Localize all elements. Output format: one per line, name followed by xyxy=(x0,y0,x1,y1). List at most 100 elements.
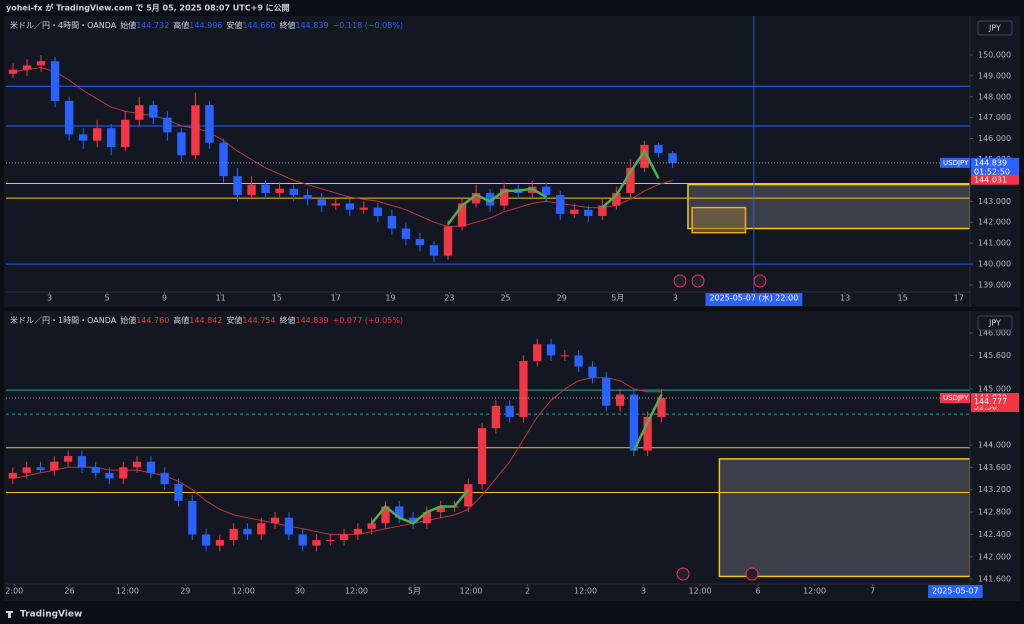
candle-body xyxy=(668,153,677,163)
currency-label: JPY xyxy=(988,24,1001,33)
candle-body xyxy=(422,512,432,524)
y-tick-label: 139.000 xyxy=(978,280,1011,289)
x-tick-label: 3 xyxy=(641,587,646,596)
x-tick-label: 12:00 xyxy=(232,587,255,596)
candle-body xyxy=(8,472,18,479)
x-tick-label: 15 xyxy=(272,294,282,303)
x-tick-label: 13 xyxy=(840,294,850,303)
y-tick-label: 141.600 xyxy=(978,575,1011,584)
candle-body xyxy=(149,105,158,118)
brand: TradingView xyxy=(20,610,82,620)
candle-body xyxy=(477,428,487,485)
event-icon xyxy=(691,274,705,288)
candle-body xyxy=(505,405,514,417)
brand-logo xyxy=(6,611,13,618)
candle-body xyxy=(163,117,172,133)
candle-body xyxy=(201,534,211,546)
legend-low: 144.754 xyxy=(242,316,275,325)
y-tick-label: 142.000 xyxy=(978,552,1011,561)
legend-low-label: 安値 xyxy=(226,315,242,325)
candle-body xyxy=(219,142,228,177)
candle-body xyxy=(22,467,31,473)
candle-body xyxy=(640,144,649,168)
candle-body xyxy=(284,517,294,535)
price-label: 144.777 xyxy=(974,397,1007,406)
candle-body xyxy=(257,523,266,535)
candle-body xyxy=(657,397,666,417)
candle-body xyxy=(602,377,611,406)
x-tick-label: 12:00 xyxy=(803,587,826,596)
candle-body xyxy=(50,61,60,101)
price-label: 144.031 xyxy=(974,175,1007,184)
y-tick-label: 145.000 xyxy=(978,384,1011,393)
y-tick-label: 142.800 xyxy=(978,508,1011,517)
legend-high: 144.996 xyxy=(189,21,222,30)
y-tick-label: 140.000 xyxy=(978,260,1011,269)
candle-body xyxy=(570,209,579,214)
legend-open-label: 始値 xyxy=(120,20,136,30)
candle-body xyxy=(270,517,280,524)
x-tick-label: 3 xyxy=(673,294,678,303)
candle-body xyxy=(584,209,593,216)
candle-body xyxy=(92,128,102,141)
x-tick-label: 12:00 xyxy=(116,587,139,596)
y-tick-label: 143.600 xyxy=(978,463,1011,472)
currency-button xyxy=(977,315,1013,331)
y-tick-label: 149.000 xyxy=(978,71,1011,80)
legend: 米ドル／円・1時間・OANDA 始値144.760 高値144.842 安値144.7… xyxy=(10,315,403,325)
event-icon xyxy=(676,567,690,581)
candle-body xyxy=(387,215,397,229)
x-tick-label: 15 xyxy=(898,294,908,303)
candle-body xyxy=(50,461,59,471)
candle-body xyxy=(464,484,473,507)
event-icon xyxy=(745,567,759,581)
legend-close: 144.839 xyxy=(295,21,328,30)
candle-body xyxy=(312,540,321,546)
price-label-bg xyxy=(971,174,1019,185)
candle-body xyxy=(121,119,130,147)
zone-box xyxy=(718,458,970,578)
candle-body xyxy=(408,517,418,524)
x-tick-label: 25 xyxy=(500,294,510,303)
legend-high: 144.842 xyxy=(189,316,222,325)
x-tick-label: 29 xyxy=(557,294,567,303)
signal-line xyxy=(446,148,660,226)
legend-close-label: 終値 xyxy=(279,20,295,30)
x-tick-label: 5月 xyxy=(408,587,421,596)
candle-body xyxy=(556,195,565,214)
x-tick-label: 7 xyxy=(870,587,875,596)
crosshair-label-bg xyxy=(928,585,983,598)
candle-body xyxy=(491,405,501,429)
candle-body xyxy=(298,534,307,546)
candle-body xyxy=(146,461,156,473)
candle-body xyxy=(247,184,256,196)
candle-body xyxy=(289,188,298,196)
candle-body xyxy=(345,203,354,210)
candle-body xyxy=(415,238,425,246)
x-tick-label: 26 xyxy=(64,587,74,596)
candle-body xyxy=(643,416,652,451)
y-tick-label: 145.600 xyxy=(978,351,1011,360)
y-tick-label: 147.000 xyxy=(978,113,1011,122)
candle-body xyxy=(243,528,252,535)
legend-change: −0.118 (−0.08%) xyxy=(333,21,404,30)
candle-body xyxy=(533,344,542,361)
legend-high-label: 高値 xyxy=(173,315,189,325)
symbol-tag: USDJPY xyxy=(943,394,969,402)
publisher-line: yohei-fx が TradingView.com で 5月 05, 2025… xyxy=(6,3,290,13)
candle-body xyxy=(174,484,183,501)
y-tick-label: 143.200 xyxy=(978,485,1011,494)
x-tick-label: 12:00 xyxy=(459,587,482,596)
y-tick-label: 142.000 xyxy=(978,218,1011,227)
price-label-bg xyxy=(971,157,1019,177)
crosshair-label: 2025-05-07 xyxy=(932,587,979,596)
candle-body xyxy=(215,540,225,546)
countdown: 52:50 xyxy=(974,402,997,411)
candle-body xyxy=(443,226,453,256)
crosshair-label: 2025-05-07 (水) 22:00 xyxy=(709,293,798,303)
event-icon xyxy=(673,274,687,288)
candle-body xyxy=(574,355,583,367)
plot-area xyxy=(6,54,970,265)
y-tick-label: 150.000 xyxy=(978,50,1011,59)
